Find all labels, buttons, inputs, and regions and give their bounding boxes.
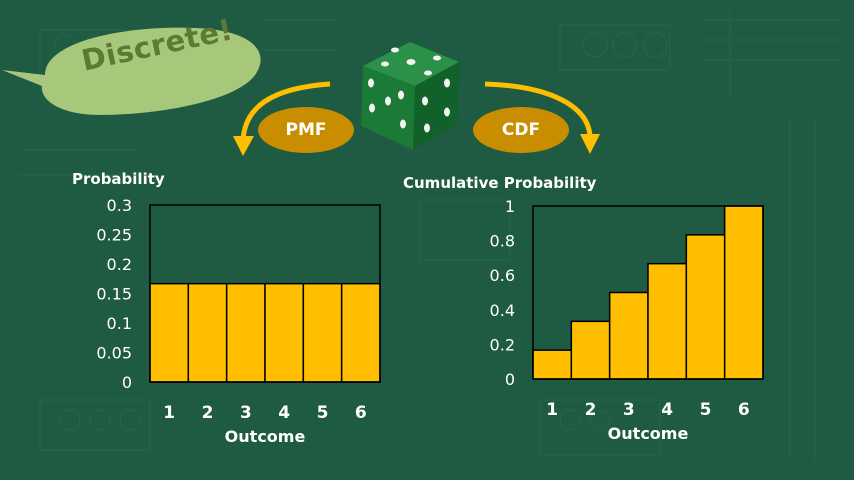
cdf-ytick-label: 0.6	[490, 266, 515, 285]
pmf-xlabel: Outcome	[225, 427, 306, 446]
cdf-bar	[723, 205, 764, 380]
pmf-ytick-label: 0.15	[96, 285, 132, 304]
cdf-bar	[685, 234, 726, 380]
pmf-xtick-label: 1	[163, 403, 175, 423]
pmf-ytick-label: 0	[122, 373, 132, 392]
cdf-xtick-label: 1	[546, 400, 558, 420]
cdf-bar	[647, 262, 688, 380]
cdf-bar	[608, 291, 649, 380]
cdf-bar	[532, 349, 573, 380]
cdf-xtick-label: 2	[585, 400, 597, 420]
cdf-ytick-label: 0.2	[490, 335, 515, 354]
pmf-bar	[225, 282, 266, 383]
left-arrow-icon	[240, 81, 331, 141]
cdf-plot-frame	[532, 205, 764, 380]
cdf-xtick-label: 3	[623, 400, 635, 420]
cdf-xtick-label: 4	[661, 400, 673, 420]
pmf-plot-frame	[149, 204, 381, 383]
cdf-bar	[570, 320, 611, 380]
pmf-bar	[187, 282, 228, 383]
speech-bubble	[2, 27, 261, 116]
cdf-xtick-label: 6	[738, 400, 750, 420]
cdf-xtick-label: 5	[700, 400, 712, 420]
pmf-bar	[149, 282, 190, 383]
pmf-xtick-label: 3	[240, 403, 252, 423]
pmf-ytick-label: 0.3	[107, 196, 132, 215]
cdf-ytick-label: 0	[505, 370, 515, 389]
pmf-label: PMF	[258, 107, 354, 153]
pmf-xtick-label: 5	[317, 403, 329, 423]
dice-icon	[361, 42, 459, 150]
pmf-bar	[302, 282, 343, 383]
pmf-xtick-label: 6	[355, 403, 367, 423]
pmf-bar	[264, 282, 305, 383]
transition-arrows	[233, 81, 600, 156]
pmf-xtick-label: 2	[202, 403, 214, 423]
pmf-ytick-label: 0.05	[96, 344, 132, 363]
cdf-ytick-label: 1	[505, 197, 515, 216]
cdf-label: CDF	[473, 107, 569, 153]
cdf-xlabel: Outcome	[608, 424, 689, 443]
pmf-ylabel: Probability	[72, 170, 165, 188]
pmf-ytick-label: 0.2	[107, 255, 132, 274]
cdf-ylabel: Cumulative Probability	[403, 174, 597, 192]
pmf-ytick-label: 0.1	[107, 314, 132, 333]
cdf-ytick-label: 0.8	[490, 232, 515, 251]
cdf-chart: Cumulative Probability 0 0.2 0.4 0.6 0.8 1 1 2 3 4…	[403, 174, 764, 443]
cdf-ytick-label: 0.4	[490, 301, 515, 320]
right-arrow-icon	[484, 81, 593, 137]
pmf-bar	[340, 282, 381, 383]
pmf-ytick-label: 0.25	[96, 226, 132, 245]
pmf-xtick-label: 4	[278, 403, 290, 423]
pmf-chart: Probability 0 0.05 0.1 0.15 0.2 0.25 0.3 1 2 3 4 5 6 O…	[72, 170, 381, 446]
